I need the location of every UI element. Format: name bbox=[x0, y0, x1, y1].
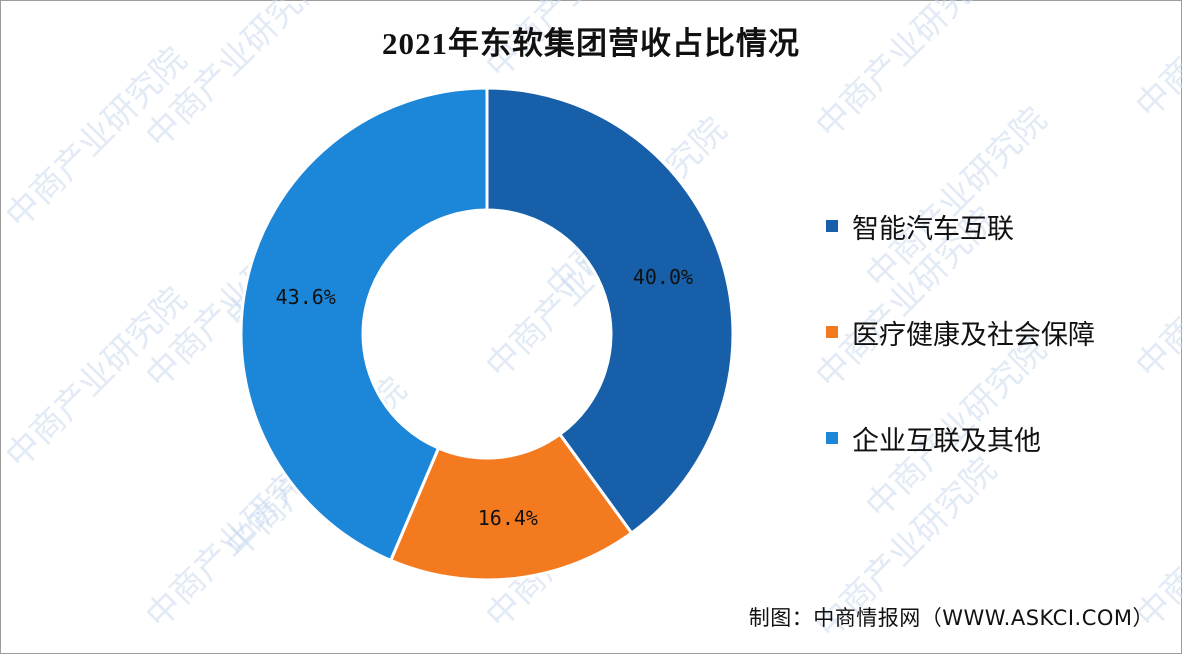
legend-item-smart-auto[interactable]: 智能汽车互联 bbox=[826, 206, 1095, 246]
slice-enterprise[interactable] bbox=[239, 86, 489, 563]
chart-title: 2021年东软集团营收占比情况 bbox=[382, 26, 800, 61]
slice-label-smart-auto: 40.0% bbox=[633, 265, 693, 289]
slice-label-healthcare: 16.4% bbox=[478, 506, 538, 530]
legend-label: 企业互联及其他 bbox=[852, 425, 1041, 457]
legend-swatch bbox=[826, 432, 838, 444]
slice-smart-auto[interactable] bbox=[485, 86, 735, 536]
legend: 智能汽车互联 医疗健康及社会保障 企业互联及其他 bbox=[826, 206, 1095, 524]
slice-label-enterprise: 43.6% bbox=[276, 285, 336, 309]
slice-healthcare[interactable] bbox=[388, 432, 634, 582]
legend-label: 医疗健康及社会保障 bbox=[852, 319, 1095, 351]
legend-swatch bbox=[826, 326, 838, 338]
legend-item-healthcare[interactable]: 医疗健康及社会保障 bbox=[826, 312, 1095, 352]
source-credit: 制图：中商情报网（WWW.ASKCI.COM） bbox=[748, 606, 1154, 630]
legend-label: 智能汽车互联 bbox=[852, 213, 1014, 245]
legend-item-enterprise[interactable]: 企业互联及其他 bbox=[826, 418, 1095, 458]
legend-swatch bbox=[826, 220, 838, 232]
